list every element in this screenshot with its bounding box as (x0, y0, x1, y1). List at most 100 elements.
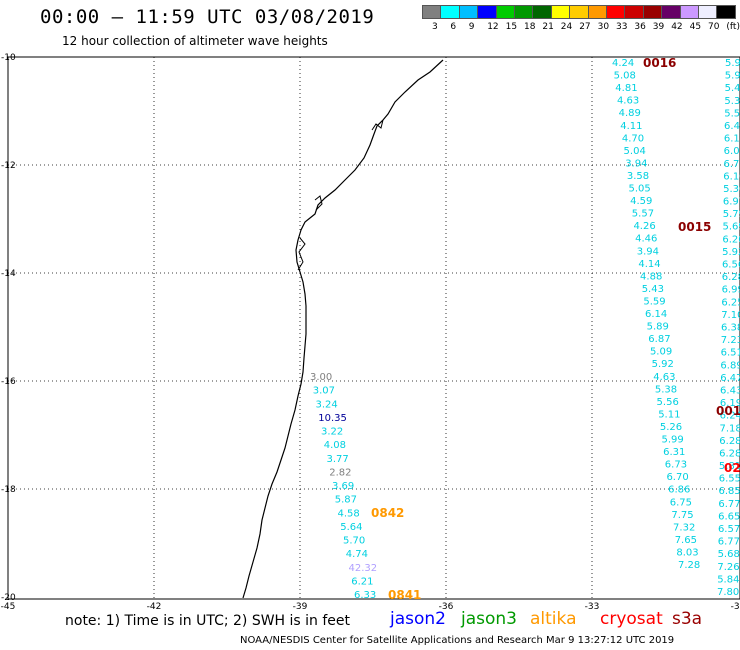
track-a-value: 3.94 (637, 246, 659, 257)
track-b-value: 6.97 (723, 197, 740, 208)
track-a-value: 4.88 (640, 271, 662, 282)
track-b-value: 6.28 (719, 436, 740, 447)
track-b-value: 5.79 (723, 209, 740, 220)
lat-tick-label: -12 (1, 161, 16, 171)
track-a-value: 5.26 (660, 422, 682, 433)
track-c-value: 4.08 (324, 440, 346, 451)
color-scale-label: 30 (597, 22, 610, 32)
track-b-value: 6.51 (721, 348, 740, 359)
lon-tick-label: -45 (1, 602, 16, 612)
track-a-value: 5.04 (624, 146, 646, 157)
track-c-value: 4.58 (338, 508, 360, 519)
track-a-value: 4.89 (619, 108, 641, 119)
track-b-value: 5.84 (717, 574, 739, 585)
track-b-value: 6.65 (718, 511, 740, 522)
track-b-value: 7.18 (719, 423, 740, 434)
track-c-value: 3.69 (332, 481, 354, 492)
lat-tick-label: -20 (1, 593, 16, 603)
color-scale-label: 70 (708, 22, 720, 32)
color-scale-label: 45 (689, 22, 702, 32)
track-b-value: 6.0 (724, 146, 740, 157)
map-title: 00:00 – 11:59 UTC 03/08/2019 (40, 6, 375, 28)
track-b-value: 6.19 (720, 398, 740, 409)
track-a-value: 5.05 (629, 184, 651, 195)
track-b-value: 6.38 (721, 323, 740, 334)
track-a-value: 7.32 (673, 522, 695, 533)
track-b-value: 5.3 (724, 96, 740, 107)
track-c-value: 5.64 (340, 522, 362, 533)
track-b-value: 5.30 (723, 184, 740, 195)
track-b-value: 6.99 (722, 285, 740, 296)
track-b-value: 6.43 (720, 385, 740, 396)
track-b-value: 6.1 (724, 134, 740, 145)
track-a-value: 6.87 (648, 334, 670, 345)
track-b-value: 6.56 (722, 260, 740, 271)
track-a-value: 6.14 (645, 309, 667, 320)
track-a-value: 4.14 (638, 259, 660, 270)
lat-tick-label: -16 (1, 377, 16, 387)
track-b-value: 6.28 (719, 448, 740, 459)
pass-time-label: 0016 (643, 56, 676, 70)
track-a-value: 5.38 (655, 384, 677, 395)
track-b-value: 5.4 (725, 83, 740, 94)
track-b-value: 5.68 (718, 549, 740, 560)
track-a-value: 4.63 (617, 96, 639, 107)
track-b-value: 7.26 (717, 562, 739, 573)
color-scale-label: 15 (505, 22, 518, 32)
coastline-inlet (297, 119, 384, 271)
track-c-value: 2.82 (329, 467, 351, 478)
pass-time-label: 0842 (371, 506, 404, 520)
track-a-value: 3.94 (625, 158, 647, 169)
lat-tick-label: -14 (1, 269, 16, 279)
track-b-value: 5.92 (722, 247, 740, 258)
track-a-value: 6.31 (663, 447, 685, 458)
track-b-value: 5.9 (725, 58, 740, 69)
track-a-value: 8.03 (676, 547, 698, 558)
track-b-value: 6.89 (720, 360, 740, 371)
track-c-value: 3.24 (316, 399, 338, 410)
legend-jason3: jason3 (461, 609, 517, 629)
track-a-value: 5.99 (662, 435, 684, 446)
track-a-value: 7.28 (678, 560, 700, 571)
track-b-value: 6.10 (723, 171, 740, 182)
pass-time-label: 001 (716, 404, 740, 418)
track-a-value: 4.46 (635, 234, 657, 245)
track-b-value: 7.23 (721, 335, 740, 346)
color-scale-label: 39 (652, 22, 665, 32)
track-b-value: 5.81 (719, 461, 740, 472)
color-scale-label: (ft) (726, 22, 740, 32)
footer-note: note: 1) Time is in UTC; 2) SWH is in fe… (65, 613, 351, 629)
track-c-value: 6.21 (351, 576, 373, 587)
track-b-value: 6.77 (723, 159, 740, 170)
track-b-value: 6.77 (718, 537, 740, 548)
track-a-value: 5.57 (632, 209, 654, 220)
color-scale-label: 27 (579, 22, 591, 32)
color-scale-label: 24 (560, 22, 573, 32)
lat-tick-label: -18 (1, 485, 16, 495)
lat-tick-label: -10 (1, 53, 16, 63)
track-a-value: 5.92 (652, 359, 674, 370)
track-b-value: 5.9 (725, 71, 740, 82)
lon-tick-label: -30 (731, 602, 740, 612)
lon-tick-label: -39 (293, 602, 308, 612)
track-a-value: 4.11 (620, 121, 642, 132)
track-b-value: 6.47 (720, 373, 740, 384)
wave-height-labels: 4.245.084.814.634.894.114.705.043.943.58… (310, 58, 740, 601)
track-a-value: 4.59 (630, 196, 652, 207)
track-b-value: 6.85 (719, 486, 740, 497)
track-b-value: 6.55 (719, 474, 740, 485)
lon-tick-label: -33 (585, 602, 600, 612)
track-a-value: 5.56 (657, 397, 679, 408)
lat-lon-grid: -45 -42 -39 -36 -33 -30 -10 -12 -14 -16 -18 -20 (1, 53, 740, 612)
track-c-value: 3.00 (310, 372, 332, 383)
color-scale-label: 12 (487, 22, 499, 32)
color-scale-label: 33 (616, 22, 628, 32)
track-c-value: 6.33 (354, 590, 376, 601)
legend-altika: altika (530, 609, 577, 629)
track-b-value: 6.25 (721, 297, 740, 308)
track-a-value: 3.58 (627, 171, 649, 182)
track-b-value: 7.10 (721, 310, 740, 321)
track-b-value: 7.80 (717, 587, 739, 598)
pass-time-label: 0841 (388, 588, 421, 602)
